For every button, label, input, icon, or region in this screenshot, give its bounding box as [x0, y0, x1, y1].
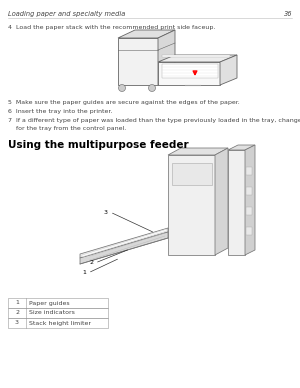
- Text: Using the multipurpose feeder: Using the multipurpose feeder: [8, 140, 189, 150]
- Text: 3: 3: [15, 320, 19, 326]
- Text: Paper guides: Paper guides: [29, 300, 70, 305]
- Bar: [246, 187, 252, 195]
- Text: 6  Insert the tray into the printer.: 6 Insert the tray into the printer.: [8, 109, 112, 114]
- Polygon shape: [158, 55, 237, 62]
- Text: 2: 2: [89, 260, 93, 265]
- Polygon shape: [118, 30, 175, 38]
- Text: Size indicators: Size indicators: [29, 310, 75, 315]
- Bar: [246, 167, 252, 175]
- Text: 36: 36: [284, 11, 292, 17]
- Polygon shape: [158, 62, 220, 85]
- Polygon shape: [162, 64, 218, 78]
- Text: 5  Make sure the paper guides are secure against the edges of the paper.: 5 Make sure the paper guides are secure …: [8, 100, 240, 105]
- Polygon shape: [158, 30, 175, 85]
- Polygon shape: [220, 55, 237, 85]
- Polygon shape: [80, 232, 168, 264]
- Text: 2: 2: [15, 310, 19, 315]
- Polygon shape: [82, 229, 167, 257]
- Bar: [8, 318, 108, 328]
- Polygon shape: [245, 145, 255, 255]
- Text: 4  Load the paper stack with the recommended print side faceup.: 4 Load the paper stack with the recommen…: [8, 25, 215, 30]
- Bar: [8, 308, 108, 318]
- Polygon shape: [162, 55, 230, 57]
- Circle shape: [118, 85, 125, 92]
- Polygon shape: [118, 38, 158, 85]
- Polygon shape: [80, 228, 168, 258]
- Bar: [8, 298, 108, 308]
- Polygon shape: [215, 148, 228, 255]
- Text: 3: 3: [104, 210, 108, 215]
- Text: 1: 1: [82, 270, 86, 275]
- Polygon shape: [168, 155, 215, 255]
- Polygon shape: [228, 145, 255, 150]
- Bar: [246, 227, 252, 235]
- Text: 1: 1: [15, 300, 19, 305]
- Polygon shape: [228, 150, 245, 255]
- Text: for the tray from the control panel.: for the tray from the control panel.: [8, 126, 126, 131]
- Circle shape: [148, 85, 155, 92]
- Polygon shape: [172, 163, 212, 185]
- Polygon shape: [168, 148, 228, 155]
- Text: Stack height limiter: Stack height limiter: [29, 320, 91, 326]
- Bar: [246, 207, 252, 215]
- Text: 7  If a different type of paper was loaded than the type previously loaded in th: 7 If a different type of paper was loade…: [8, 118, 300, 123]
- Text: Loading paper and specialty media: Loading paper and specialty media: [8, 11, 125, 17]
